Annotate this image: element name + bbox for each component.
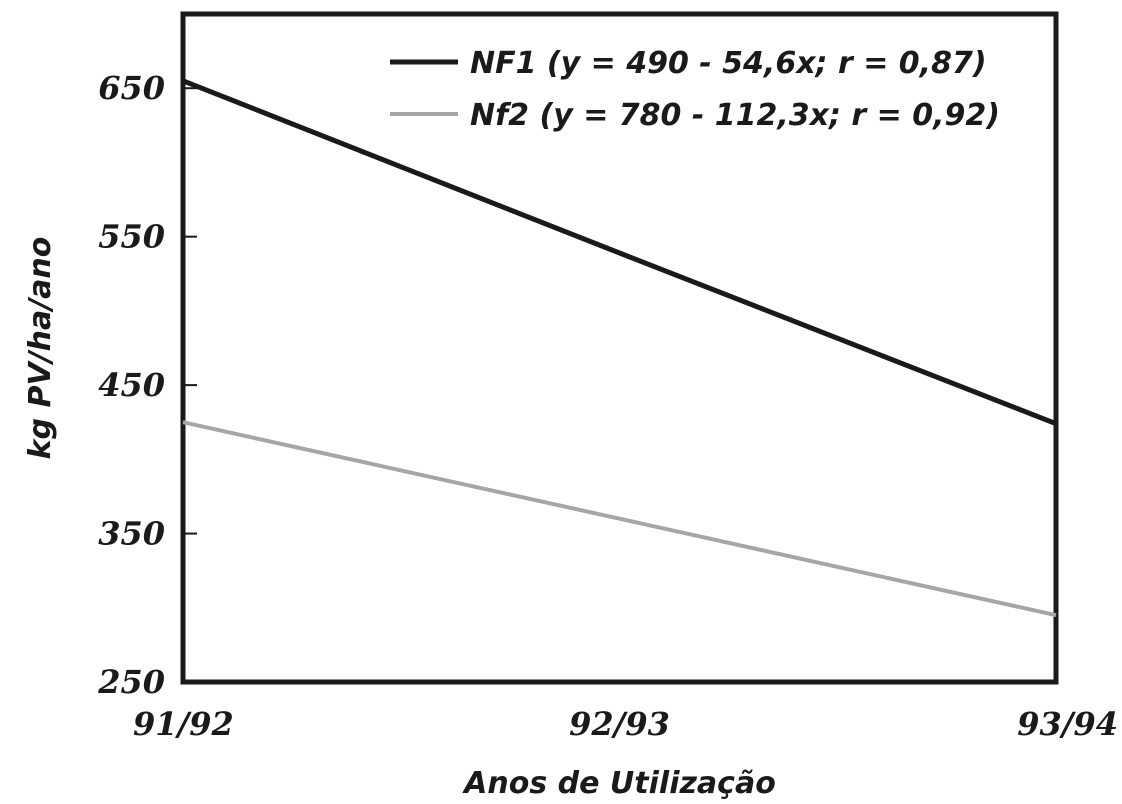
series-lines: [182, 78, 1057, 618]
x-tick-label: 91/92: [133, 705, 234, 743]
y-tick-label: 250: [97, 663, 165, 701]
legend-label-1: NF1 (y = 490 - 54,6x; r = 0,87): [470, 46, 987, 81]
x-tick-label: 92/93: [569, 705, 670, 743]
y-tick-label: 550: [98, 218, 165, 256]
y-axis-title: kg PV/ha/ano: [23, 237, 58, 460]
plot-area: [180, 11, 1059, 685]
legend-label-2: Nf2 (y = 780 - 112,3x; r = 0,92): [470, 98, 1000, 133]
y-tick-label: 450: [98, 366, 165, 404]
series-line-2: [182, 420, 1057, 618]
series-line-1: [182, 78, 1057, 427]
y-axis-ticks: 250 350 450 550 650: [97, 69, 197, 701]
legend: NF1 (y = 490 - 54,6x; r = 0,87) Nf2 (y = …: [390, 46, 1000, 133]
y-tick-label: 650: [98, 69, 165, 107]
x-axis-ticks: 91/92 92/93 93/94: [133, 705, 1118, 743]
x-axis-title: Anos de Utilização: [462, 766, 776, 801]
y-tick-label: 350: [98, 515, 165, 553]
x-tick-label: 93/94: [1017, 705, 1118, 743]
